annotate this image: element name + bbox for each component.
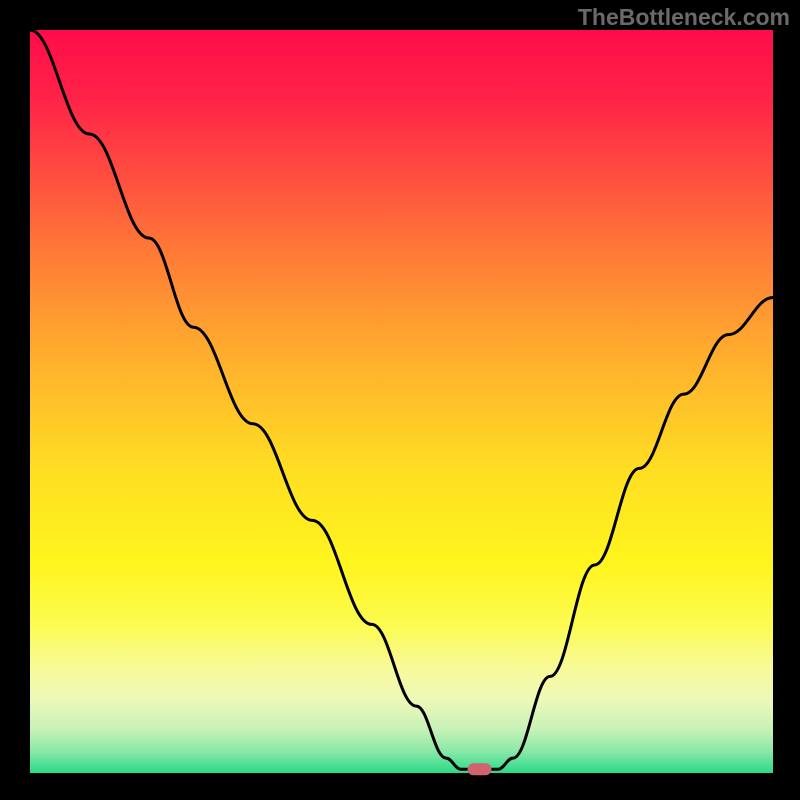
chart-background <box>30 30 773 773</box>
watermark-text: TheBottleneck.com <box>578 4 790 31</box>
chart-container: TheBottleneck.com <box>0 0 800 800</box>
bottleneck-chart <box>0 0 800 800</box>
optimal-marker <box>468 763 492 775</box>
